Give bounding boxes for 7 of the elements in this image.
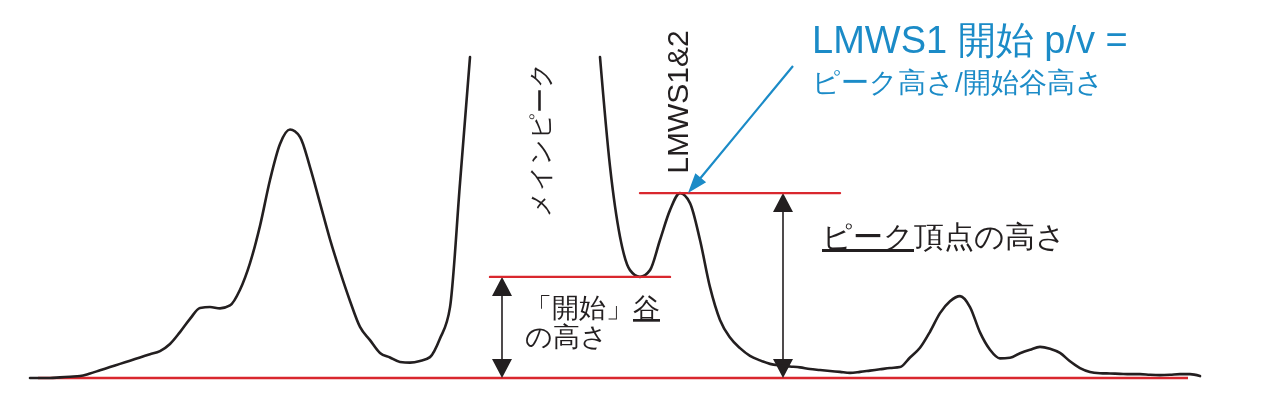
annotation: の高さ [525, 322, 608, 352]
annotation: 「開始」谷 [525, 293, 660, 323]
annotation: LMWS1 開始 p/v = [812, 19, 1128, 61]
annotation: LMWS1&2 [660, 30, 694, 174]
annotation: メインピーク [526, 61, 554, 217]
annotation: ピーク高さ/開始谷高さ [812, 67, 1104, 98]
annotation: ピーク頂点の高さ [822, 220, 1066, 253]
